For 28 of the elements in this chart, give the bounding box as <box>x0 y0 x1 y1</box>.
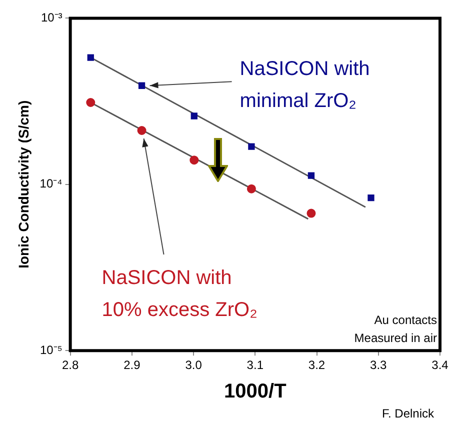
point <box>248 143 255 150</box>
point <box>308 172 315 179</box>
x-tick-label: 3.2 <box>308 358 326 372</box>
x-tick-label: 3.1 <box>246 358 264 372</box>
annotation: NaSICON with 10% excess ZrO₂ <box>102 267 258 322</box>
point <box>246 184 256 194</box>
point <box>86 98 96 108</box>
point <box>306 208 316 218</box>
annotation: Measured in air <box>354 330 437 345</box>
y-tick-label: 10⁻⁴ <box>40 176 62 191</box>
x-axis-title: 1000/T <box>224 380 286 403</box>
point <box>190 156 199 165</box>
point <box>368 194 374 202</box>
point <box>190 112 198 120</box>
y-tick-label: 10⁻³ <box>40 10 62 25</box>
text: F. Delnick <box>382 406 435 420</box>
x-tick-label: 2.8 <box>62 358 79 372</box>
x-tick-label: 3.0 <box>185 358 202 372</box>
x-tick-label: 3.3 <box>370 358 388 372</box>
point <box>138 82 146 89</box>
y-axis-title: Ionic Conductivity (S/cm) <box>15 100 32 268</box>
point <box>87 54 94 61</box>
annotation: Au contacts <box>374 312 437 327</box>
y-tick-label: 10⁻⁵ <box>40 342 62 357</box>
x-tick-label: 2.9 <box>124 358 141 372</box>
annotation: NaSICON with minimal ZrO₂ <box>240 58 370 112</box>
point <box>137 126 146 136</box>
x-tick-label: 3.4 <box>432 358 449 372</box>
